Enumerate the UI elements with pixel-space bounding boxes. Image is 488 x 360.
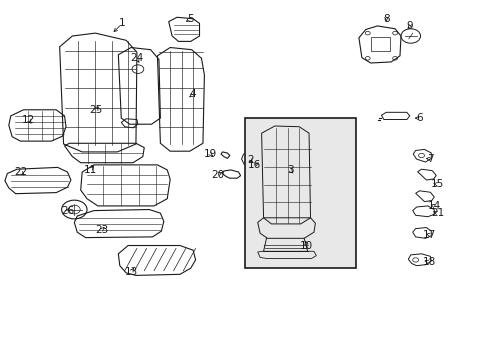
Text: 26: 26 (61, 206, 74, 216)
Text: 14: 14 (427, 201, 440, 211)
Text: 15: 15 (430, 179, 444, 189)
Text: 4: 4 (189, 89, 196, 99)
Text: 8: 8 (382, 14, 389, 24)
Bar (245, 118, 355, 268)
Text: 1: 1 (119, 18, 125, 28)
Text: 23: 23 (95, 225, 108, 235)
Text: 6: 6 (415, 113, 422, 123)
Text: 12: 12 (21, 114, 35, 125)
Bar (370, 37, 389, 51)
Text: 13: 13 (124, 267, 138, 277)
Text: 21: 21 (430, 208, 444, 218)
Text: 9: 9 (406, 21, 412, 31)
Text: 17: 17 (422, 230, 435, 240)
Text: 3: 3 (286, 165, 293, 175)
Text: 25: 25 (89, 105, 103, 115)
Text: 20: 20 (211, 170, 224, 180)
Text: 2: 2 (246, 155, 253, 165)
Text: 10: 10 (300, 240, 312, 251)
Text: 24: 24 (130, 53, 143, 63)
Text: 18: 18 (422, 257, 435, 267)
Text: 11: 11 (83, 165, 97, 175)
Text: 7: 7 (426, 154, 433, 164)
Text: 19: 19 (203, 149, 217, 159)
Text: 16: 16 (247, 160, 261, 170)
Text: 22: 22 (14, 167, 27, 177)
Text: 5: 5 (187, 14, 194, 24)
